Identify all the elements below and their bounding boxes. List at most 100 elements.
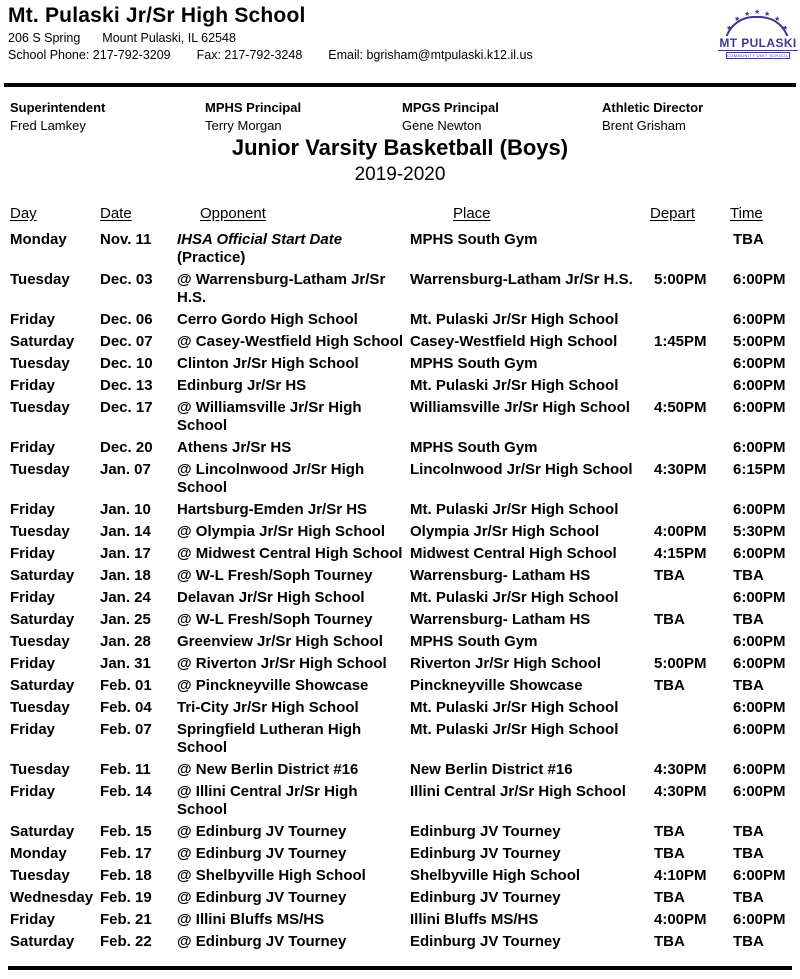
school-email: Email: bgrisham@mtpulaski.k12.il.us: [328, 48, 533, 62]
star-icon: ★: [744, 11, 751, 18]
school-logo: ★ ★ ★ ★ ★ ★ ★ MT PULASKI COMMUNITY UNIT …: [718, 3, 798, 59]
staff-mpgs-principal: MPGS Principal Gene Newton: [402, 100, 499, 133]
cell-date: Feb. 22: [100, 933, 152, 950]
cell-opponent: @ W-L Fresh/Soph Tourney: [177, 567, 410, 585]
column-header-depart: Depart: [650, 205, 696, 222]
cell-place: Illini Central Jr/Sr High School: [410, 783, 626, 800]
cell-day: Tuesday: [10, 461, 70, 478]
cell-opponent: @ Edinburg JV Tourney: [177, 889, 410, 907]
cell-time: 6:00PM: [733, 761, 786, 778]
schedule-row: Friday Feb. 07 Springfield Lutheran High…: [10, 721, 798, 757]
cell-time: 6:00PM: [733, 721, 786, 738]
opponent-name: Delavan Jr/Sr High School: [177, 589, 365, 606]
cell-place: MPHS South Gym: [410, 439, 538, 456]
cell-time: 6:00PM: [733, 311, 786, 328]
cell-depart: [650, 377, 728, 395]
schedule-table: Day Date Opponent Place Depart Time Mond…: [10, 204, 798, 955]
cell-depart: [650, 355, 728, 373]
event-season: 2019-2020: [354, 164, 446, 185]
schedule-rows: Monday Nov. 11 IHSA Official Start Date(…: [10, 231, 798, 951]
cell-depart: [650, 721, 728, 757]
column-header-day: Day: [10, 205, 37, 222]
cell-depart: TBA: [654, 677, 685, 694]
schedule-row: Saturday Jan. 25 @ W-L Fresh/Soph Tourne…: [10, 611, 798, 629]
cell-depart: [650, 311, 728, 329]
cell-date: Jan. 17: [100, 545, 151, 562]
cell-place: New Berlin District #16: [410, 761, 573, 778]
cell-opponent: Springfield Lutheran High School: [177, 721, 410, 757]
cell-depart: 4:00PM: [654, 523, 707, 540]
cell-time: 6:00PM: [733, 911, 786, 928]
school-name: Mt. Pulaski Jr/Sr High School: [8, 4, 306, 27]
cell-date: Dec. 13: [100, 377, 153, 394]
schedule-row: Tuesday Dec. 17 @ Williamsville Jr/Sr Hi…: [10, 399, 798, 435]
cell-date: Jan. 07: [100, 461, 151, 478]
cell-depart: TBA: [654, 823, 685, 840]
opponent-name: @ W-L Fresh/Soph Tourney: [177, 567, 373, 584]
opponent-name: Cerro Gordo High School: [177, 311, 358, 328]
staff-title: MPHS Principal: [205, 100, 302, 115]
cell-time: 6:00PM: [733, 271, 786, 288]
cell-date: Feb. 15: [100, 823, 152, 840]
cell-place: Mt. Pulaski Jr/Sr High School: [410, 721, 619, 738]
staff-name: Gene Newton: [402, 118, 482, 133]
cell-time: 6:00PM: [733, 699, 786, 716]
cell-day: Tuesday: [10, 761, 70, 778]
opponent-name: @ New Berlin District #16: [177, 761, 359, 778]
opponent-name: @ Casey-Westfield High School: [177, 333, 404, 350]
cell-date: Feb. 07: [100, 721, 152, 738]
cell-day: Friday: [10, 311, 56, 328]
school-address: 206 S Spring Mount Pulaski, IL 62548: [8, 31, 236, 45]
cell-depart: TBA: [654, 889, 685, 906]
address-city: Mount Pulaski, IL 62548: [102, 31, 236, 45]
opponent-name: Tri-City Jr/Sr High School: [177, 699, 359, 716]
cell-depart: 4:00PM: [654, 911, 707, 928]
opponent-name: @ Edinburg JV Tourney: [177, 845, 347, 862]
cell-depart: [650, 439, 728, 457]
cell-depart: 4:30PM: [654, 461, 707, 478]
cell-place: Mt. Pulaski Jr/Sr High School: [410, 311, 619, 328]
schedule-row: Friday Dec. 20 Athens Jr/Sr HS MPHS Sout…: [10, 439, 798, 457]
cell-date: Feb. 14: [100, 783, 152, 800]
cell-date: Jan. 10: [100, 501, 151, 518]
cell-place: Mt. Pulaski Jr/Sr High School: [410, 589, 619, 606]
cell-day: Tuesday: [10, 355, 70, 372]
cell-day: Saturday: [10, 677, 75, 694]
cell-day: Saturday: [10, 933, 75, 950]
cell-depart: 5:00PM: [654, 271, 707, 288]
cell-time: TBA: [733, 567, 764, 584]
cell-place: Edinburg JV Tourney: [410, 889, 561, 906]
schedule-row: Friday Dec. 13 Edinburg Jr/Sr HS Mt. Pul…: [10, 377, 798, 395]
column-header-place: Place: [453, 205, 491, 222]
cell-time: TBA: [733, 677, 764, 694]
footer-divider: [8, 966, 792, 970]
cell-time: TBA: [733, 823, 764, 840]
cell-date: Feb. 04: [100, 699, 152, 716]
schedule-row: Tuesday Feb. 11 @ New Berlin District #1…: [10, 761, 798, 779]
cell-depart: 4:30PM: [654, 761, 707, 778]
staff-mphs-principal: MPHS Principal Terry Morgan: [205, 100, 301, 133]
schedule-row: Saturday Feb. 22 @ Edinburg JV Tourney E…: [10, 933, 798, 951]
schedule-row: Tuesday Jan. 14 @ Olympia Jr/Sr High Sch…: [10, 523, 798, 541]
cell-time: 6:00PM: [733, 501, 786, 518]
staff-superintendent: Superintendent Fred Lamkey: [10, 100, 105, 133]
header-divider: [4, 83, 796, 87]
address-street: 206 S Spring: [8, 31, 81, 45]
cell-depart: [650, 589, 728, 607]
cell-depart: 4:10PM: [654, 867, 707, 884]
opponent-name: @ Warrensburg-Latham Jr/Sr H.S.: [177, 271, 386, 306]
star-icon: ★: [782, 25, 789, 32]
opponent-name: @ Midwest Central High School: [177, 545, 403, 562]
cell-place: Mt. Pulaski Jr/Sr High School: [410, 501, 619, 518]
cell-date: Dec. 06: [100, 311, 153, 328]
opponent-name: Springfield Lutheran High School: [177, 721, 362, 756]
cell-time: TBA: [733, 611, 764, 628]
schedule-header-row: Day Date Opponent Place Depart Time: [10, 204, 798, 224]
cell-opponent: IHSA Official Start Date (Practice): [177, 231, 410, 267]
cell-place: Pinckneyville Showcase: [410, 677, 583, 694]
cell-time: TBA: [733, 845, 764, 862]
opponent-name: @ Lincolnwood Jr/Sr High School: [177, 461, 365, 496]
cell-day: Friday: [10, 501, 56, 518]
opponent-name: @ W-L Fresh/Soph Tourney: [177, 611, 373, 628]
event-title: Junior Varsity Basketball (Boys): [231, 135, 569, 160]
